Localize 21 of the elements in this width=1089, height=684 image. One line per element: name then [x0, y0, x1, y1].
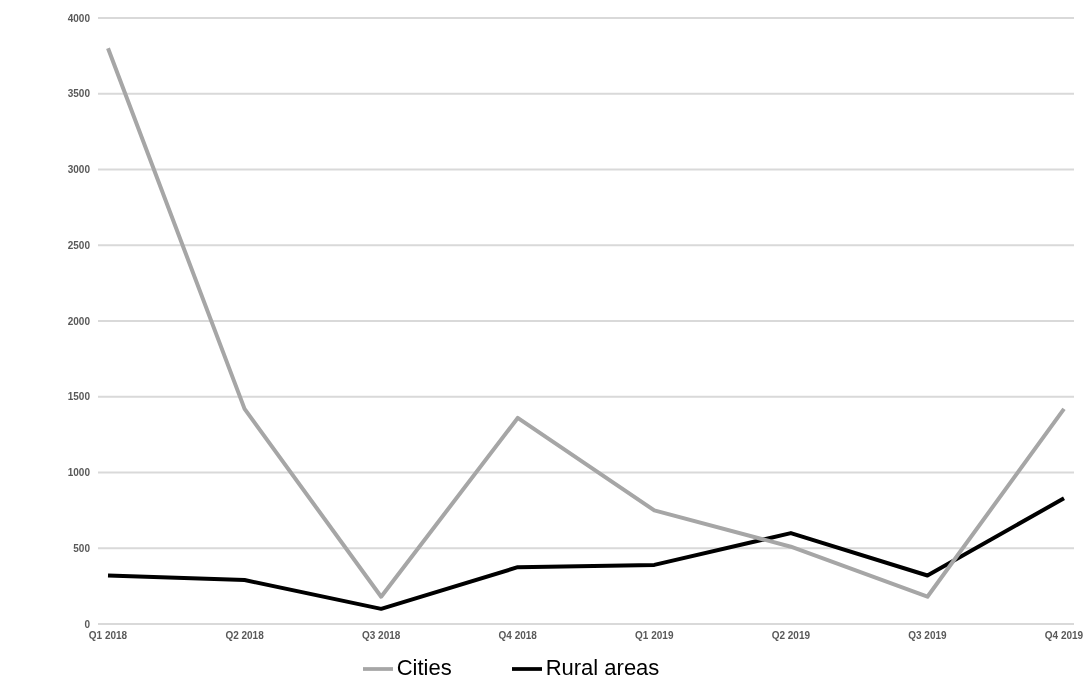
x-tick-label: Q4 2019	[1044, 630, 1084, 642]
x-tick-label: Q2 2019	[771, 630, 811, 642]
x-tick-label: Q3 2018	[361, 630, 401, 642]
x-tick-label: Q2 2018	[225, 630, 265, 642]
y-tick-label: 1500	[67, 391, 91, 403]
line-series	[106, 46, 1066, 599]
y-tick-label: 0	[84, 618, 91, 630]
x-tick-label: Q1 2018	[88, 630, 128, 642]
y-tick-label: 3000	[67, 164, 91, 176]
y-tick-label: 2000	[67, 315, 91, 327]
y-tick-label: 4000	[67, 12, 91, 24]
x-tick-label: Q1 2019	[635, 630, 674, 642]
legend-label: Rural areas	[545, 654, 660, 680]
y-tick-label: 3500	[67, 88, 91, 100]
line-series	[106, 496, 1066, 611]
y-tick-label: 2500	[67, 239, 91, 251]
y-tick-label: 1000	[67, 467, 91, 479]
y-tick-label: 500	[73, 542, 91, 554]
x-tick-label: Q4 2018	[498, 630, 538, 642]
legend-label: Cities	[396, 654, 452, 680]
x-tick-label: Q3 2019	[908, 630, 948, 642]
